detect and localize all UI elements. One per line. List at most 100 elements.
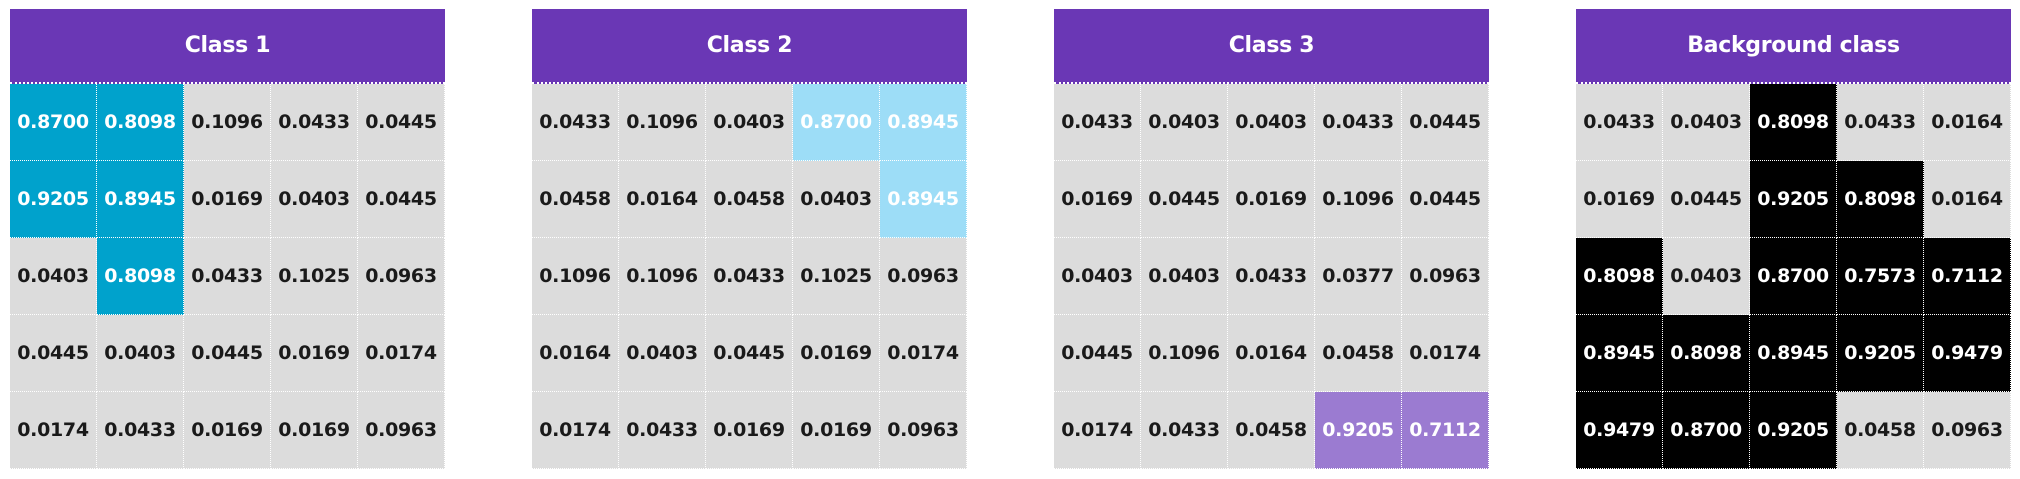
grid-cell: 0.0433 — [1576, 84, 1663, 161]
grid-cell: 0.0445 — [184, 315, 271, 392]
background-class-panel: Background class 0.0433 0.0403 0.8098 0.043… — [1576, 9, 2011, 469]
grid-cell: 0.9479 — [1576, 392, 1663, 469]
grid-cell: 0.0164 — [1228, 315, 1315, 392]
grid-cell: 0.0458 — [1228, 392, 1315, 469]
grid-cell: 0.0433 — [184, 238, 271, 315]
grid-cell: 0.1096 — [184, 84, 271, 161]
grid-cell: 0.8700 — [10, 84, 97, 161]
grid-cell: 0.8700 — [1663, 392, 1750, 469]
grid-cell: 0.8098 — [97, 84, 184, 161]
background-class-title: Background class — [1576, 9, 2011, 84]
class-3-grid: 0.0433 0.0403 0.0403 0.0433 0.0445 0.0169 0.04… — [1054, 84, 1489, 469]
grid-cell: 0.0169 — [793, 315, 880, 392]
grid-cell: 0.1096 — [532, 238, 619, 315]
grid-cell: 0.0433 — [97, 392, 184, 469]
grid-cell: 0.0169 — [271, 315, 358, 392]
grid-cell: 0.1096 — [619, 238, 706, 315]
grid-cell: 0.0164 — [532, 315, 619, 392]
grid-cell: 0.8945 — [1576, 315, 1663, 392]
grid-cell: 0.9479 — [1924, 315, 2011, 392]
grid-cell: 0.0963 — [1924, 392, 2011, 469]
grid-cell: 0.0403 — [1663, 238, 1750, 315]
grid-cell: 0.8945 — [880, 84, 967, 161]
grid-cell: 0.0174 — [532, 392, 619, 469]
grid-cell: 0.0963 — [880, 238, 967, 315]
grid-cell: 0.0445 — [1054, 315, 1141, 392]
grid-cell: 0.0458 — [532, 161, 619, 238]
grid-cell: 0.0433 — [619, 392, 706, 469]
grid-cell: 0.0169 — [1228, 161, 1315, 238]
grid-cell: 0.0963 — [358, 392, 445, 469]
class-2-grid: 0.0433 0.1096 0.0403 0.8700 0.8945 0.0458 0.01… — [532, 84, 967, 469]
grid-cell: 0.0403 — [1663, 84, 1750, 161]
grid-cell: 0.0174 — [358, 315, 445, 392]
grid-cell: 0.0174 — [1054, 392, 1141, 469]
grid-cell: 0.8098 — [1663, 315, 1750, 392]
class-1-grid: 0.8700 0.8098 0.1096 0.0433 0.0445 0.9205 0.89… — [10, 84, 445, 469]
grid-cell: 0.9205 — [1315, 392, 1402, 469]
grid-cell: 0.1096 — [1315, 161, 1402, 238]
grid-cell: 0.0403 — [10, 238, 97, 315]
grid-cell: 0.0169 — [1054, 161, 1141, 238]
grid-cell: 0.8700 — [793, 84, 880, 161]
grid-cell: 0.0433 — [1228, 238, 1315, 315]
grid-cell: 0.0174 — [1402, 315, 1489, 392]
grid-cell: 0.0433 — [1054, 84, 1141, 161]
grid-cell: 0.8700 — [1750, 238, 1837, 315]
grid-cell: 0.0174 — [880, 315, 967, 392]
grid-cell: 0.7112 — [1402, 392, 1489, 469]
grid-cell: 0.8945 — [880, 161, 967, 238]
grid-cell: 0.7573 — [1837, 238, 1924, 315]
grid-cell: 0.0169 — [1576, 161, 1663, 238]
grid-cell: 0.8098 — [97, 238, 184, 315]
grid-cell: 0.0164 — [1924, 84, 2011, 161]
grid-cell: 0.0963 — [358, 238, 445, 315]
grid-cell: 0.0445 — [1402, 84, 1489, 161]
class-3-title: Class 3 — [1054, 9, 1489, 84]
grid-cell: 0.0445 — [706, 315, 793, 392]
grid-cell: 0.1025 — [271, 238, 358, 315]
grid-cell: 0.0433 — [1315, 84, 1402, 161]
grid-cell: 0.0445 — [358, 84, 445, 161]
class-3-panel: Class 3 0.0433 0.0403 0.0403 0.0433 0.0445 0.… — [1054, 9, 1489, 469]
grid-cell: 0.0169 — [184, 392, 271, 469]
class-1-title: Class 1 — [10, 9, 445, 84]
class-2-title: Class 2 — [532, 9, 967, 84]
grid-cell: 0.0169 — [706, 392, 793, 469]
class-1-panel: Class 1 0.8700 0.8098 0.1096 0.0433 0.0445 0.… — [10, 9, 445, 469]
grid-cell: 0.0963 — [880, 392, 967, 469]
grid-cell: 0.0403 — [271, 161, 358, 238]
grid-cell: 0.8945 — [1750, 315, 1837, 392]
grid-cell: 0.0403 — [1054, 238, 1141, 315]
grid-cell: 0.1025 — [793, 238, 880, 315]
grid-cell: 0.0963 — [1402, 238, 1489, 315]
grid-cell: 0.0403 — [793, 161, 880, 238]
grid-cell: 0.0445 — [10, 315, 97, 392]
grid-cell: 0.0403 — [1141, 238, 1228, 315]
grid-cell: 0.0458 — [706, 161, 793, 238]
grid-cell: 0.8945 — [97, 161, 184, 238]
grid-cell: 0.0445 — [358, 161, 445, 238]
grid-cell: 0.0164 — [1924, 161, 2011, 238]
grid-cell: 0.0169 — [271, 392, 358, 469]
grid-cell: 0.0458 — [1315, 315, 1402, 392]
grid-cell: 0.9205 — [1750, 161, 1837, 238]
grid-cell: 0.0403 — [619, 315, 706, 392]
grid-cell: 0.0433 — [1837, 84, 1924, 161]
grid-cell: 0.7112 — [1924, 238, 2011, 315]
grid-cell: 0.0433 — [532, 84, 619, 161]
grid-cell: 0.0433 — [1141, 392, 1228, 469]
background-class-grid: 0.0433 0.0403 0.8098 0.0433 0.0164 0.0169 0.04… — [1576, 84, 2011, 469]
class-2-panel: Class 2 0.0433 0.1096 0.0403 0.8700 0.8945 0.… — [532, 9, 967, 469]
grid-cell: 0.0433 — [271, 84, 358, 161]
grid-cell: 0.0377 — [1315, 238, 1402, 315]
grid-cell: 0.9205 — [1750, 392, 1837, 469]
grid-cell: 0.9205 — [1837, 315, 1924, 392]
grid-cell: 0.8098 — [1576, 238, 1663, 315]
grid-cell: 0.1096 — [619, 84, 706, 161]
grid-cell: 0.0403 — [706, 84, 793, 161]
grid-cell: 0.0174 — [10, 392, 97, 469]
grid-cell: 0.0403 — [1228, 84, 1315, 161]
grid-cell: 0.0164 — [619, 161, 706, 238]
grid-cell: 0.0433 — [706, 238, 793, 315]
